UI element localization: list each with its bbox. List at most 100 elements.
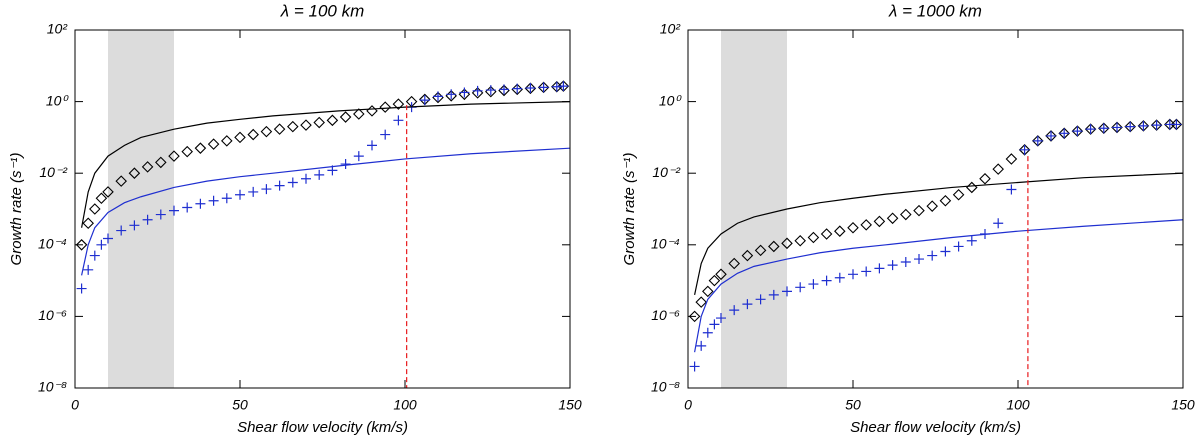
plus-marker — [729, 305, 740, 316]
diamond-marker — [952, 188, 965, 201]
plus-marker — [914, 254, 924, 265]
curve — [694, 172, 1184, 295]
plus-marker — [702, 327, 713, 338]
curve — [694, 219, 1184, 353]
diamond-marker — [979, 172, 991, 185]
plus-marker — [874, 263, 885, 274]
diamond-marker — [75, 239, 88, 251]
plus-marker — [966, 235, 977, 246]
plus-marker — [499, 84, 509, 95]
plus-marker — [472, 85, 483, 96]
plus-marker — [116, 225, 127, 236]
plus-marker — [795, 282, 806, 293]
diamond-marker — [781, 237, 793, 250]
plus-marker — [142, 214, 153, 225]
diamond-marker — [247, 128, 259, 141]
y-axis-label: Growth rate (s⁻¹) — [621, 153, 638, 266]
diamond-marker — [313, 116, 325, 129]
plus-marker — [900, 257, 911, 268]
diamond-marker — [102, 186, 114, 198]
y-axis-label: Growth rate (s⁻¹) — [8, 153, 25, 266]
plus-marker — [768, 289, 779, 300]
plus-marker — [393, 115, 404, 126]
plus-marker — [459, 87, 470, 98]
diamond-marker — [181, 145, 193, 158]
y-tick-label: 10² — [660, 21, 682, 37]
plus-marker — [353, 151, 364, 162]
plot-frame — [74, 29, 571, 389]
diamond-marker — [834, 225, 846, 237]
diamond-marker — [287, 120, 299, 133]
x-tick-label: 150 — [1171, 397, 1195, 413]
diamond-marker — [115, 175, 127, 187]
plus-marker — [221, 193, 232, 204]
plus-marker — [525, 82, 536, 93]
diamond-marker — [221, 135, 233, 147]
plus-marker — [1019, 144, 1030, 155]
diamond-marker — [95, 192, 108, 205]
plus-marker — [129, 220, 140, 231]
y-tick-label: 10² — [47, 21, 69, 37]
y-tick-label: 10⁻⁶ — [651, 307, 680, 323]
diamond-marker — [379, 101, 391, 113]
diamond-marker — [847, 221, 859, 234]
shaded-span — [108, 30, 174, 388]
curve — [81, 147, 571, 276]
y-tick-label: 10⁻² — [39, 164, 68, 180]
plus-marker — [89, 250, 100, 261]
plus-marker — [993, 218, 1004, 229]
plus-marker — [1098, 123, 1109, 134]
plus-marker — [1006, 184, 1017, 195]
plus-marker — [782, 286, 792, 297]
plus-marker — [314, 169, 325, 180]
plus-marker — [821, 275, 832, 286]
plus-marker — [1072, 126, 1083, 137]
plus-marker — [834, 272, 845, 283]
x-tick-label: 50 — [845, 397, 861, 413]
diamond-marker — [966, 181, 978, 194]
diamond-marker — [366, 105, 378, 117]
plus-marker — [1046, 130, 1056, 141]
plus-marker — [558, 81, 569, 92]
diamond-marker — [89, 203, 101, 215]
plus-marker — [940, 246, 951, 257]
y-tick-label: 10⁻⁴ — [651, 236, 680, 252]
diamond-marker — [141, 161, 154, 173]
diamond-marker — [326, 114, 339, 127]
plus-marker — [96, 239, 107, 250]
diamond-marker — [939, 194, 952, 207]
y-tick-label: 10⁻⁸ — [651, 379, 680, 395]
diamond-marker — [992, 163, 1004, 175]
plus-marker — [848, 269, 858, 280]
shaded-span — [721, 30, 787, 388]
y-tick-label: 10⁻⁸ — [38, 379, 67, 395]
plus-marker — [446, 89, 457, 100]
diamond-marker — [339, 111, 352, 123]
plus-marker — [1059, 128, 1070, 139]
plus-marker — [1125, 121, 1136, 132]
panel: λ = 100 km Shear flow velocity (km/s) Grow… — [8, 1, 582, 435]
diamond-marker — [1005, 153, 1018, 165]
plus-marker — [274, 180, 285, 191]
diamond-marker — [300, 119, 312, 131]
diamond-marker — [702, 285, 714, 298]
plus-marker — [235, 189, 245, 200]
diamond-marker — [688, 310, 701, 323]
diamond-marker — [207, 138, 220, 150]
plus-marker — [716, 313, 726, 324]
plus-marker — [103, 233, 113, 244]
plus-marker — [340, 159, 351, 170]
diamond-marker — [807, 231, 820, 244]
x-tick-label: 0 — [71, 397, 79, 413]
diamond-marker — [353, 108, 365, 120]
plus-marker — [380, 129, 391, 140]
diamond-marker — [741, 249, 754, 262]
y-tick-label: 10⁰ — [46, 92, 70, 108]
x-tick-label: 150 — [558, 397, 582, 413]
diamond-marker — [168, 150, 180, 162]
plus-marker — [1032, 135, 1043, 146]
x-axis-label: Shear flow velocity (km/s) — [850, 419, 1021, 436]
plus-marker — [1151, 120, 1162, 131]
y-tick-label: 10⁰ — [659, 92, 683, 108]
